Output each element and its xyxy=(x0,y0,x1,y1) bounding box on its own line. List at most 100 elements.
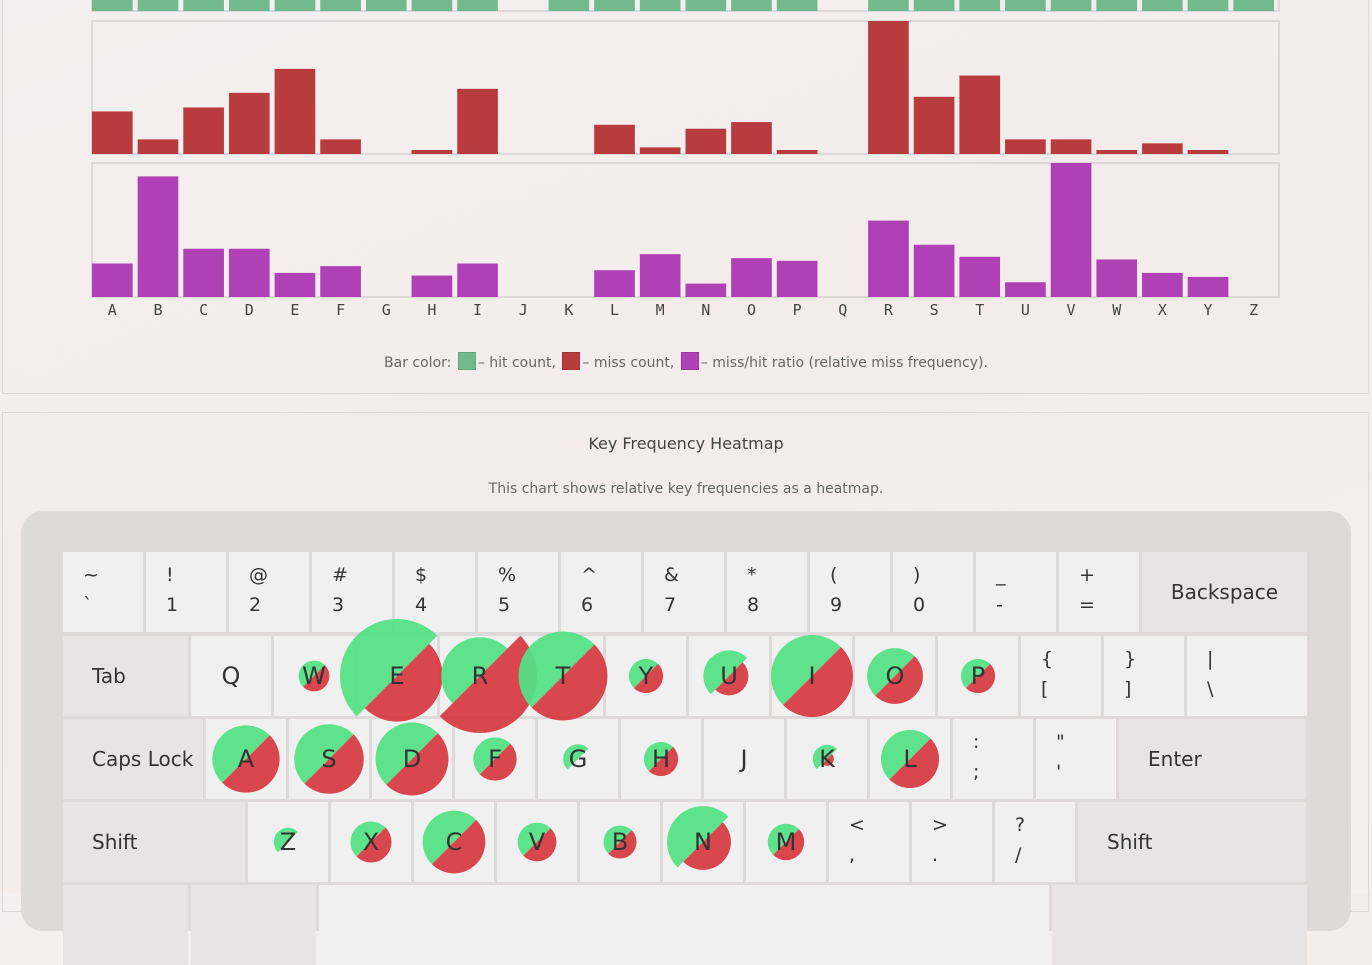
key-label: B xyxy=(611,828,629,856)
bar-1-L xyxy=(594,0,635,11)
key-shift-label: # xyxy=(332,564,348,586)
key-q: Q xyxy=(191,636,271,716)
key-y: Y xyxy=(606,636,686,716)
key-f: F xyxy=(455,719,535,799)
key-base-label: 7 xyxy=(664,594,677,616)
key-base-label: ` xyxy=(83,594,93,616)
key-stats-bar-chart: A B C D E F G H I J K L M N O P Q R S T U V W X Y Z xyxy=(91,0,1280,319)
bar-3-N xyxy=(685,283,727,297)
key-label: S xyxy=(321,745,337,773)
bar-3-D xyxy=(228,248,270,297)
bar-3-M xyxy=(639,254,681,297)
key-label: Shift xyxy=(1107,830,1153,854)
bar-1-P xyxy=(776,0,818,11)
key-blank xyxy=(1052,885,1307,965)
legend-hit-swatch xyxy=(457,352,476,370)
key-shift-label: { xyxy=(1041,648,1054,670)
bar-3-A xyxy=(92,263,133,297)
key-label: K xyxy=(819,745,835,773)
x-tick-label: V xyxy=(1067,301,1076,319)
x-tick-label: X xyxy=(1158,301,1167,319)
key-label: O xyxy=(885,662,905,690)
bar-1-Y xyxy=(1187,0,1229,11)
key-l: L xyxy=(870,719,950,799)
bar-1-C xyxy=(183,0,224,11)
x-tick-label: H xyxy=(427,301,436,319)
key-base-label: 9 xyxy=(830,594,843,616)
bar-2-A xyxy=(92,111,133,154)
bar-1-R xyxy=(868,0,909,11)
x-tick-label: G xyxy=(382,301,391,319)
key-shift-label: $ xyxy=(415,564,428,586)
bar-2-P xyxy=(776,150,818,154)
key-symbol: <, xyxy=(829,802,909,882)
x-tick-label: E xyxy=(290,301,299,319)
x-tick-label: B xyxy=(153,301,162,319)
key-symbol: $4 xyxy=(395,552,475,632)
bar-2-Y xyxy=(1187,150,1229,154)
key-j: J xyxy=(704,719,784,799)
key-label: I xyxy=(808,662,816,690)
key-symbol: * 8 xyxy=(727,552,807,632)
bar-2-N xyxy=(685,128,727,154)
x-tick-label: O xyxy=(747,301,756,319)
bar-1-D xyxy=(228,0,270,11)
bar-3-E xyxy=(274,272,316,297)
key-label: Y xyxy=(638,662,654,690)
key-label: T xyxy=(555,662,571,690)
bar-2-W xyxy=(1096,150,1138,154)
bar-color-legend: Bar color: – hit count, – miss count, – … xyxy=(0,352,1372,371)
key-label: G xyxy=(568,745,588,773)
key-enter: Enter xyxy=(1119,719,1306,799)
bar-1-V xyxy=(1050,0,1092,11)
bar-1-W xyxy=(1096,0,1138,11)
key-s: S xyxy=(289,719,369,799)
legend-ratio-swatch xyxy=(680,352,699,370)
bar-1-A xyxy=(92,0,133,11)
bar-2-S xyxy=(913,96,955,154)
key-base-label: 5 xyxy=(498,594,511,616)
key-base-label: 4 xyxy=(415,594,428,616)
bar-2-R xyxy=(868,21,909,154)
x-tick-label: Z xyxy=(1249,301,1258,319)
bar-3-V xyxy=(1050,163,1092,297)
key-label: F xyxy=(488,745,502,773)
x-tick-label: C xyxy=(199,301,208,319)
bar-3-H xyxy=(411,275,453,297)
bar-3-S xyxy=(913,244,955,297)
key-base-label: ; xyxy=(973,761,980,783)
key-base-label: / xyxy=(1015,844,1022,866)
key-k: K xyxy=(787,719,867,799)
bar-1-U xyxy=(1005,0,1046,11)
key-t: T xyxy=(523,636,603,716)
key-base-label: 2 xyxy=(249,594,262,616)
key-o: O xyxy=(855,636,935,716)
bar-2-U xyxy=(1005,139,1046,154)
key-symbol: % 5 xyxy=(478,552,558,632)
bar-3-B xyxy=(137,176,179,297)
key-d: D xyxy=(372,719,452,799)
key-symbol: :; xyxy=(953,719,1033,799)
bar-3-P xyxy=(776,260,818,297)
legend-prefix: Bar color: xyxy=(384,355,452,371)
bar-1-B xyxy=(137,0,179,11)
bar-2-I xyxy=(457,88,498,154)
key-base-label: 6 xyxy=(581,594,594,616)
bar-1-H xyxy=(411,0,453,11)
key-shift-label: > xyxy=(932,814,948,836)
bar-1-X xyxy=(1142,0,1183,11)
bar-3-F xyxy=(320,266,361,297)
bar-1-I xyxy=(457,0,498,11)
x-tick-label: R xyxy=(884,301,894,319)
key-h: H xyxy=(621,719,701,799)
key-symbol: " ' xyxy=(1036,719,1116,799)
x-tick-label: S xyxy=(930,301,939,319)
key-x: X xyxy=(331,802,411,882)
bar-1-G xyxy=(365,0,407,11)
bar-3-L xyxy=(594,270,635,297)
key-v: V xyxy=(497,802,577,882)
heatmap-title: Key Frequency Heatmap xyxy=(588,434,784,453)
key-z: Z xyxy=(248,802,328,882)
key-symbol: (9 xyxy=(810,552,890,632)
key-shift-label: % xyxy=(498,564,517,586)
